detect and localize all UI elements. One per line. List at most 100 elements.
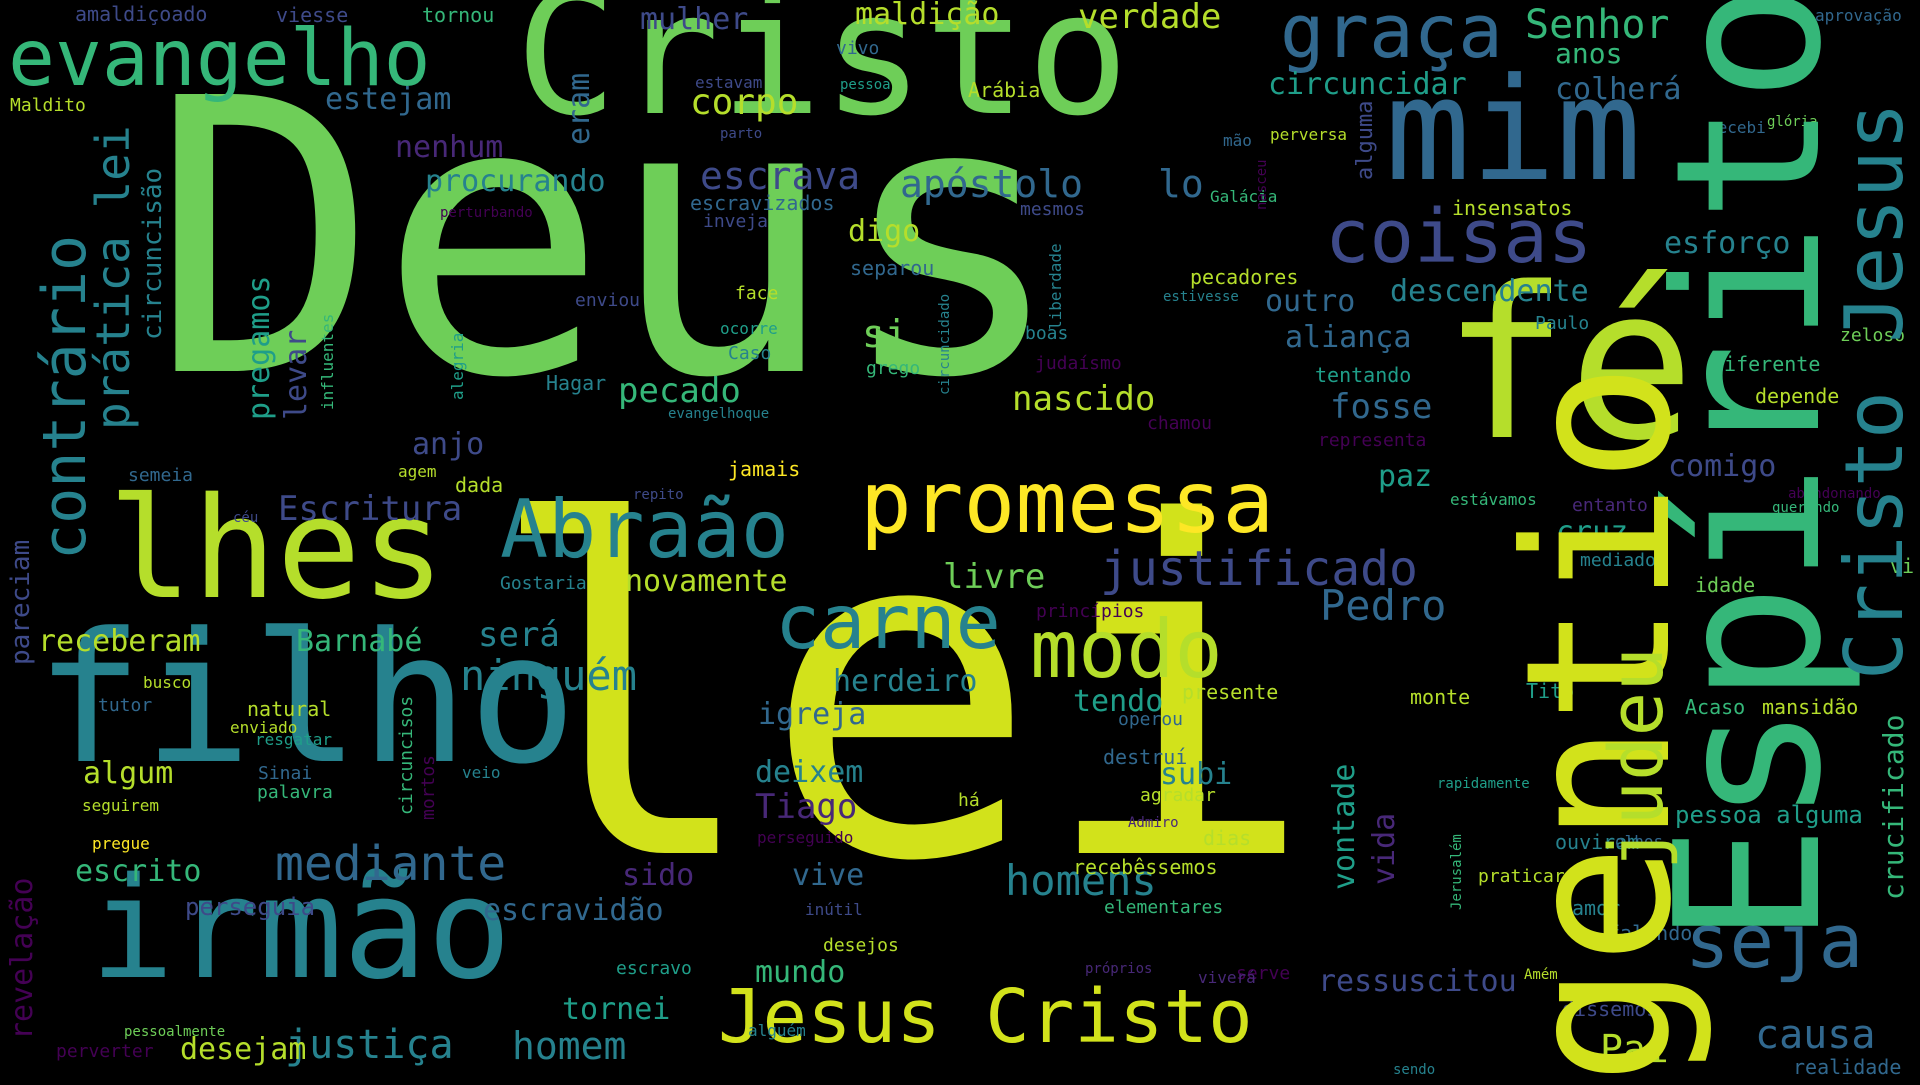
cloud-word: filho xyxy=(35,595,577,804)
cloud-word: carne xyxy=(775,578,1001,666)
cloud-word: abandonando xyxy=(1788,486,1881,502)
cloud-word: justificado xyxy=(1100,541,1418,597)
cloud-word: palavra xyxy=(257,782,333,803)
cloud-word: Escritura xyxy=(278,489,463,529)
cloud-word: coisas xyxy=(1325,194,1593,280)
cloud-word: herdeiro xyxy=(833,664,978,699)
cloud-word: boas xyxy=(1025,323,1069,344)
cloud-word: Senhor xyxy=(1525,2,1670,48)
cloud-word: Deus xyxy=(150,18,1066,461)
cloud-word: idade xyxy=(1695,573,1756,597)
cloud-word: circuncidar xyxy=(1268,67,1467,102)
cloud-word: tutor xyxy=(98,695,153,716)
cloud-word: justiça xyxy=(285,1022,454,1068)
cloud-word: perversa xyxy=(1270,125,1348,144)
cloud-word: escrito xyxy=(75,854,202,889)
cloud-word: tendo xyxy=(1073,684,1164,719)
cloud-word: homens xyxy=(1005,856,1157,905)
cloud-word: mesmos xyxy=(1020,199,1086,220)
cloud-word: Pai xyxy=(1600,1027,1669,1071)
cloud-word: agradar xyxy=(1140,785,1216,806)
cloud-word: eram xyxy=(562,72,597,145)
cloud-word: mundo xyxy=(755,955,846,990)
cloud-word: chamou xyxy=(1147,413,1213,434)
cloud-word: inútil xyxy=(805,900,863,919)
cloud-word: Gostaria xyxy=(500,573,587,594)
cloud-word: deixem xyxy=(755,755,864,790)
cloud-word: promessa xyxy=(860,453,1275,553)
cloud-word: nasceu xyxy=(1254,159,1270,210)
cloud-word: repito xyxy=(633,487,684,503)
cloud-word: vontade xyxy=(1327,763,1362,890)
cloud-word: influentes xyxy=(318,313,337,410)
cloud-word: olhos xyxy=(1615,832,1664,851)
cloud-word: depende xyxy=(1755,384,1840,408)
cloud-word: escravidão xyxy=(483,893,664,928)
cloud-word: paz xyxy=(1378,459,1433,494)
cloud-word: resgatar xyxy=(255,730,333,749)
cloud-word: anuncia xyxy=(1600,806,1668,825)
cloud-word: perseguia xyxy=(185,893,316,921)
cloud-word: receberam xyxy=(38,624,201,659)
cloud-word: Admiro xyxy=(1128,815,1179,831)
cloud-word: Maldito xyxy=(10,95,86,116)
cloud-word: seguirem xyxy=(82,796,160,815)
cloud-word: graça xyxy=(1280,0,1503,75)
cloud-word: veio xyxy=(462,763,501,782)
cloud-word: Amém xyxy=(1524,967,1558,983)
cloud-word: amaldiçoado xyxy=(75,2,208,26)
cloud-word: agem xyxy=(398,462,437,481)
cloud-word: vivo xyxy=(836,38,880,59)
cloud-word: pessoalmente xyxy=(124,1024,226,1040)
cloud-word: zeloso xyxy=(1840,325,1906,346)
cloud-word: nascido xyxy=(1012,379,1156,419)
cloud-word: mediante xyxy=(275,836,507,892)
cloud-word: serve xyxy=(1236,963,1291,984)
cloud-word: fosse xyxy=(1330,387,1433,427)
cloud-word: lhes xyxy=(108,468,446,631)
cloud-word: dias xyxy=(1203,826,1252,850)
cloud-word: insensatos xyxy=(1452,196,1573,220)
cloud-word: enviado xyxy=(230,718,298,737)
cloud-word: pessoa alguma xyxy=(1675,801,1863,829)
cloud-word: mediador xyxy=(1580,550,1667,571)
cloud-word: Cristo xyxy=(515,0,1130,154)
cloud-word: pareciam xyxy=(6,539,36,665)
cloud-word: algum xyxy=(83,756,174,791)
cloud-word: perturbando xyxy=(440,205,533,221)
cloud-word: tornei xyxy=(562,992,671,1027)
cloud-word: sendo xyxy=(1393,1062,1436,1078)
cloud-word: descendente xyxy=(1390,274,1589,309)
cloud-word: presente xyxy=(1182,680,1279,704)
cloud-word: jamais xyxy=(728,457,801,481)
cloud-word: pecado xyxy=(618,371,741,411)
cloud-word: cruz xyxy=(1556,515,1629,550)
cloud-word: comigo xyxy=(1668,449,1777,484)
cloud-word: Tiago xyxy=(755,787,858,827)
cloud-word: querendo xyxy=(1772,500,1840,516)
cloud-word: Arábia xyxy=(968,78,1041,102)
cloud-word: estivesse xyxy=(1163,289,1239,305)
cloud-word: igreja xyxy=(758,697,867,732)
cloud-word: desejam xyxy=(180,1032,307,1067)
cloud-word: verdade xyxy=(1078,0,1222,37)
cloud-word: elementares xyxy=(1104,897,1224,918)
cloud-word: grego xyxy=(866,358,921,379)
cloud-word: separou xyxy=(850,256,935,280)
cloud-word: anjo xyxy=(412,427,485,462)
cloud-word: colherá xyxy=(1555,72,1682,107)
cloud-word: revelação xyxy=(5,877,40,1040)
cloud-word: procurando xyxy=(425,164,606,199)
cloud-word: alguém xyxy=(748,1021,806,1040)
cloud-word: apóstolo xyxy=(900,162,1084,206)
cloud-word: dissemos xyxy=(1562,997,1659,1021)
cloud-word: praticar xyxy=(1478,866,1565,887)
cloud-word: aliança xyxy=(1285,320,1412,355)
cloud-word: mortos xyxy=(418,754,439,820)
cloud-word: Jesus Cristo xyxy=(718,974,1253,1060)
cloud-word: glória xyxy=(1767,114,1818,130)
cloud-word: Galácia xyxy=(1210,187,1278,206)
cloud-word: novamente xyxy=(625,564,788,599)
cloud-word: princípios xyxy=(1036,601,1145,622)
cloud-word: ouviram xyxy=(1555,830,1640,854)
